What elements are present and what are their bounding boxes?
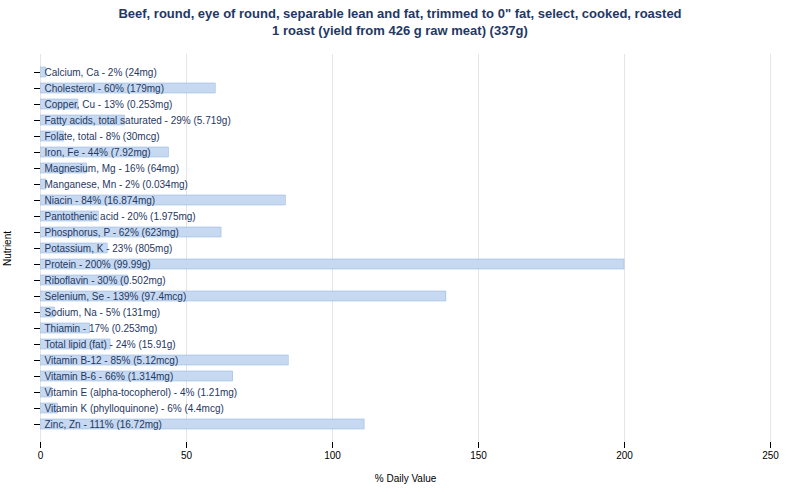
svg-text:Selenium, Se - 139% (97.4mcg): Selenium, Se - 139% (97.4mcg): [45, 290, 187, 301]
svg-text:Protein - 200% (99.99g): Protein - 200% (99.99g): [45, 258, 151, 269]
svg-text:Magnesium, Mg - 16% (64mg): Magnesium, Mg - 16% (64mg): [45, 162, 180, 173]
svg-text:Nutrient: Nutrient: [2, 231, 13, 266]
svg-text:Phosphorus, P - 62% (623mg): Phosphorus, P - 62% (623mg): [45, 226, 179, 237]
svg-text:Fatty acids, total saturated -: Fatty acids, total saturated - 29% (5.71…: [45, 114, 231, 125]
svg-text:Vitamin K (phylloquinone) - 6%: Vitamin K (phylloquinone) - 6% (4.4mcg): [45, 402, 224, 413]
svg-text:Manganese, Mn - 2% (0.034mg): Manganese, Mn - 2% (0.034mg): [45, 178, 188, 189]
svg-text:Vitamin E (alpha-tocopherol) -: Vitamin E (alpha-tocopherol) - 4% (1.21m…: [45, 386, 238, 397]
svg-text:100: 100: [324, 449, 341, 460]
svg-text:Pantothenic acid - 20% (1.975m: Pantothenic acid - 20% (1.975mg): [45, 210, 196, 221]
svg-text:200: 200: [616, 449, 633, 460]
svg-text:Riboflavin - 30% (0.502mg): Riboflavin - 30% (0.502mg): [45, 274, 166, 285]
svg-text:Copper, Cu - 13% (0.253mg): Copper, Cu - 13% (0.253mg): [45, 98, 173, 109]
svg-text:Cholesterol - 60% (179mg): Cholesterol - 60% (179mg): [45, 82, 165, 93]
svg-text:Folate, total - 8% (30mcg): Folate, total - 8% (30mcg): [45, 130, 160, 141]
svg-text:Potassium, K - 23% (805mg): Potassium, K - 23% (805mg): [45, 242, 173, 253]
svg-text:Vitamin B-6 - 66% (1.314mg): Vitamin B-6 - 66% (1.314mg): [45, 370, 174, 381]
svg-text:Total lipid (fat) - 24% (15.91: Total lipid (fat) - 24% (15.91g): [45, 338, 176, 349]
svg-text:Calcium, Ca - 2% (24mg): Calcium, Ca - 2% (24mg): [45, 66, 157, 77]
svg-text:Iron, Fe - 44% (7.92mg): Iron, Fe - 44% (7.92mg): [45, 146, 151, 157]
svg-text:0: 0: [38, 449, 44, 460]
svg-text:150: 150: [470, 449, 487, 460]
html-text:Beef, round, eye of round, sep: Beef, round, eye of round, separable lea…: [118, 6, 682, 38]
svg-text:Niacin - 84% (16.874mg): Niacin - 84% (16.874mg): [45, 194, 156, 205]
svg-text:50: 50: [181, 449, 193, 460]
svg-text:Vitamin B-12 - 85% (5.12mcg): Vitamin B-12 - 85% (5.12mcg): [45, 354, 179, 365]
svg-text:% Daily Value: % Daily Value: [375, 472, 437, 483]
svg-text:Zinc, Zn - 111% (16.72mg): Zinc, Zn - 111% (16.72mg): [45, 418, 162, 429]
svg-text:250: 250: [762, 449, 779, 460]
svg-text:Thiamin - 17% (0.253mg): Thiamin - 17% (0.253mg): [45, 322, 158, 333]
svg-text:Sodium, Na - 5% (131mg): Sodium, Na - 5% (131mg): [45, 306, 161, 317]
